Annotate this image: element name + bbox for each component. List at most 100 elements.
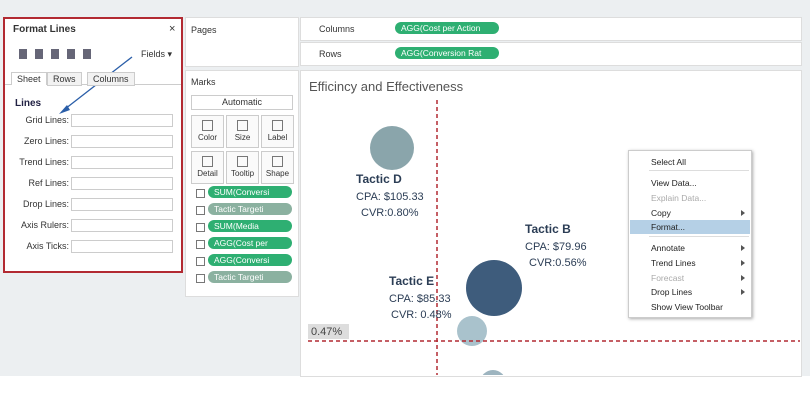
card-title: Marks [191, 77, 216, 87]
marks-card: Marks Automatic Color Size Label Detail Tool… [185, 70, 299, 297]
dropdown[interactable] [71, 114, 173, 127]
icon [272, 156, 283, 167]
dropdown[interactable] [71, 219, 173, 232]
tactic-cvr: CVR: 0.48% [391, 309, 452, 321]
menu-item[interactable]: Explain Data... [630, 191, 750, 205]
section-title: Lines [15, 98, 42, 109]
menu-item[interactable]: Forecast [630, 271, 750, 285]
view-title: Efficincy and Effectiveness [309, 79, 464, 94]
tactic-cvr: CVR:0.80% [361, 207, 419, 219]
icon [196, 257, 205, 266]
columns-shelf: Columns AGG(Cost per Action [300, 17, 802, 41]
pill[interactable]: AGG(Cost per Action [395, 22, 499, 34]
menu-item-label: Format... [651, 222, 686, 232]
pill[interactable]: AGG(Cost per [208, 237, 292, 249]
button-label: Tooltip [230, 169, 255, 178]
icon [272, 120, 283, 131]
dropdown[interactable] [71, 198, 173, 211]
bubble[interactable] [480, 370, 506, 375]
bubble[interactable] [466, 260, 522, 316]
dropdown[interactable] [71, 240, 173, 253]
pill[interactable]: SUM(Conversi [208, 186, 292, 198]
menu-item[interactable]: Drop Lines [630, 285, 750, 299]
pill[interactable]: AGG(Conversi [208, 254, 292, 266]
button-label: Color [197, 133, 218, 142]
menu-item[interactable]: View Data... [630, 176, 750, 190]
button-label: Detail [197, 169, 218, 178]
icon [196, 189, 205, 198]
menu-item-label: Forecast [651, 273, 685, 283]
tactic-name: Tactic D [356, 172, 402, 186]
menu-item[interactable]: Select All [630, 155, 750, 169]
row-label: Trend Lines: [19, 157, 69, 167]
mark-button[interactable]: Label [261, 115, 294, 148]
tactic-name: Tactic B [525, 222, 571, 236]
pages-shelf: Pages [185, 17, 299, 67]
dropdown[interactable] [71, 177, 173, 190]
icon [196, 206, 205, 215]
pane-title: Format Lines [13, 24, 76, 35]
mark-button[interactable]: Color [191, 115, 224, 148]
viz: Efficincy and Effectiveness 0.47% Tactic… [308, 79, 800, 375]
reference-label-box [308, 324, 349, 339]
icon [196, 274, 205, 283]
menu-item-label: Copy [651, 208, 671, 218]
menu-item-label: Explain Data... [651, 193, 707, 203]
reference-label: 0.47% [311, 326, 342, 338]
pill[interactable]: SUM(Media [208, 220, 292, 232]
submenu-arrow [741, 289, 745, 295]
format-pane: Format Lines × Fields ▾ Lines Sheet Rows C… [3, 17, 183, 273]
submenu-arrow [741, 275, 745, 281]
separator [649, 170, 749, 171]
row-label: Axis Ticks: [26, 241, 69, 251]
pill[interactable]: AGG(Conversion Rat [395, 47, 499, 59]
tactic-cpa: CPA: $105.33 [356, 191, 424, 203]
submenu-arrow [741, 210, 745, 216]
menu-item[interactable]: Trend Lines [630, 256, 750, 270]
button-label: Size [234, 133, 251, 142]
icon [196, 223, 205, 232]
bubble[interactable] [370, 126, 414, 170]
mark-type-label: Automatic [221, 97, 263, 107]
button-label: Label [267, 133, 288, 142]
menu-item[interactable]: Copy [630, 206, 750, 220]
row-label: Axis Rulers: [20, 220, 69, 230]
fields-label: Fields [141, 49, 166, 59]
menu-item[interactable]: Show View Toolbar [630, 300, 750, 314]
close-button[interactable]: × [169, 23, 176, 35]
shelf-title: Rows [319, 49, 342, 59]
dropdown[interactable] [71, 135, 173, 148]
dropdown[interactable] [71, 156, 173, 169]
menu-item-label: Annotate [651, 243, 686, 253]
mark-button[interactable]: Shape [261, 151, 294, 184]
submenu-arrow [741, 245, 745, 251]
tactic-cvr: CVR:0.56% [529, 257, 587, 269]
toolbar-icons[interactable] [19, 49, 99, 59]
tab[interactable]: Sheet [11, 72, 47, 85]
menu-item[interactable]: Annotate [630, 241, 750, 255]
menu-item-label: Select All [651, 157, 686, 167]
shelf-title: Columns [319, 24, 355, 34]
icon [237, 120, 248, 131]
mark-button[interactable]: Size [226, 115, 259, 148]
tab[interactable]: Columns [87, 72, 135, 86]
tactic-name: Tactic E [389, 274, 434, 288]
tab[interactable]: Rows [47, 72, 82, 86]
row-label: Drop Lines: [22, 199, 69, 209]
fields-menu[interactable]: Fields ▾ [141, 49, 173, 59]
row-label: Ref Lines: [28, 178, 69, 188]
tactic-cpa: CPA: $85.33 [389, 293, 451, 305]
icon [202, 156, 213, 167]
menu-item[interactable]: Format... [630, 220, 750, 234]
mark-button[interactable]: Detail [191, 151, 224, 184]
icon [202, 120, 213, 131]
menu-item-label: Drop Lines [651, 287, 693, 297]
pill[interactable]: Tactic Targeti [208, 271, 292, 283]
bubble[interactable] [457, 316, 487, 346]
row-label: Zero Lines: [23, 136, 69, 146]
mark-button[interactable]: Tooltip [226, 151, 259, 184]
pill[interactable]: Tactic Targeti [208, 203, 292, 215]
mark-type[interactable]: Automatic [191, 95, 293, 110]
shelf-title: Pages [191, 25, 217, 35]
